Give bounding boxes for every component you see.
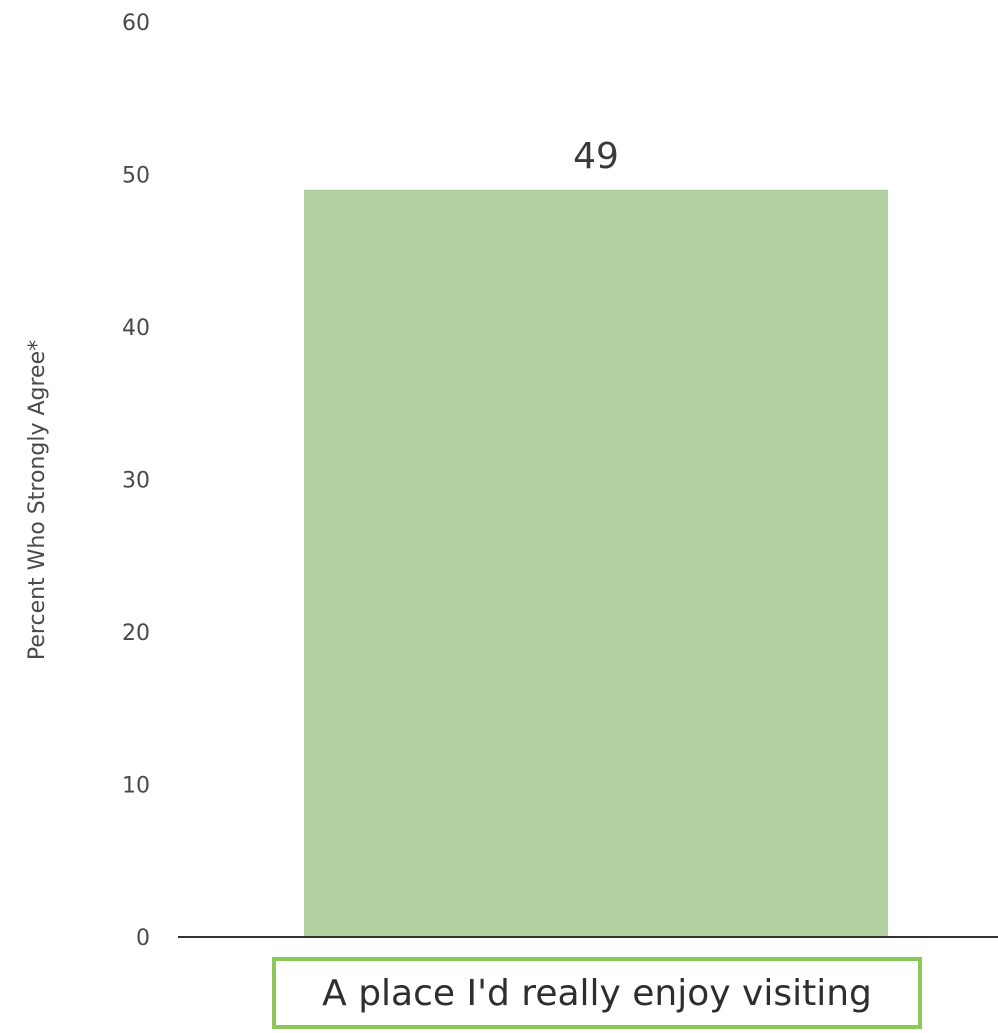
y-axis-ticks: 0 10 20 30 40 50 60: [122, 11, 150, 951]
y-tick-label: 30: [122, 469, 150, 494]
y-tick-label: 20: [122, 621, 150, 646]
category-label-box: A place I'd really enjoy visiting: [272, 957, 922, 1029]
bar-value-label: 49: [573, 136, 619, 177]
y-tick-label: 50: [122, 164, 150, 189]
y-tick-label: 40: [122, 316, 150, 341]
y-tick-label: 0: [136, 926, 150, 951]
y-axis-label: Percent Who Strongly Agree*: [25, 340, 50, 660]
bar: [304, 189, 888, 937]
category-label: A place I'd really enjoy visiting: [322, 972, 872, 1014]
y-tick-label: 10: [122, 774, 150, 799]
y-tick-label: 60: [122, 11, 150, 36]
bars: [304, 189, 888, 937]
data-labels: 49: [573, 136, 619, 177]
